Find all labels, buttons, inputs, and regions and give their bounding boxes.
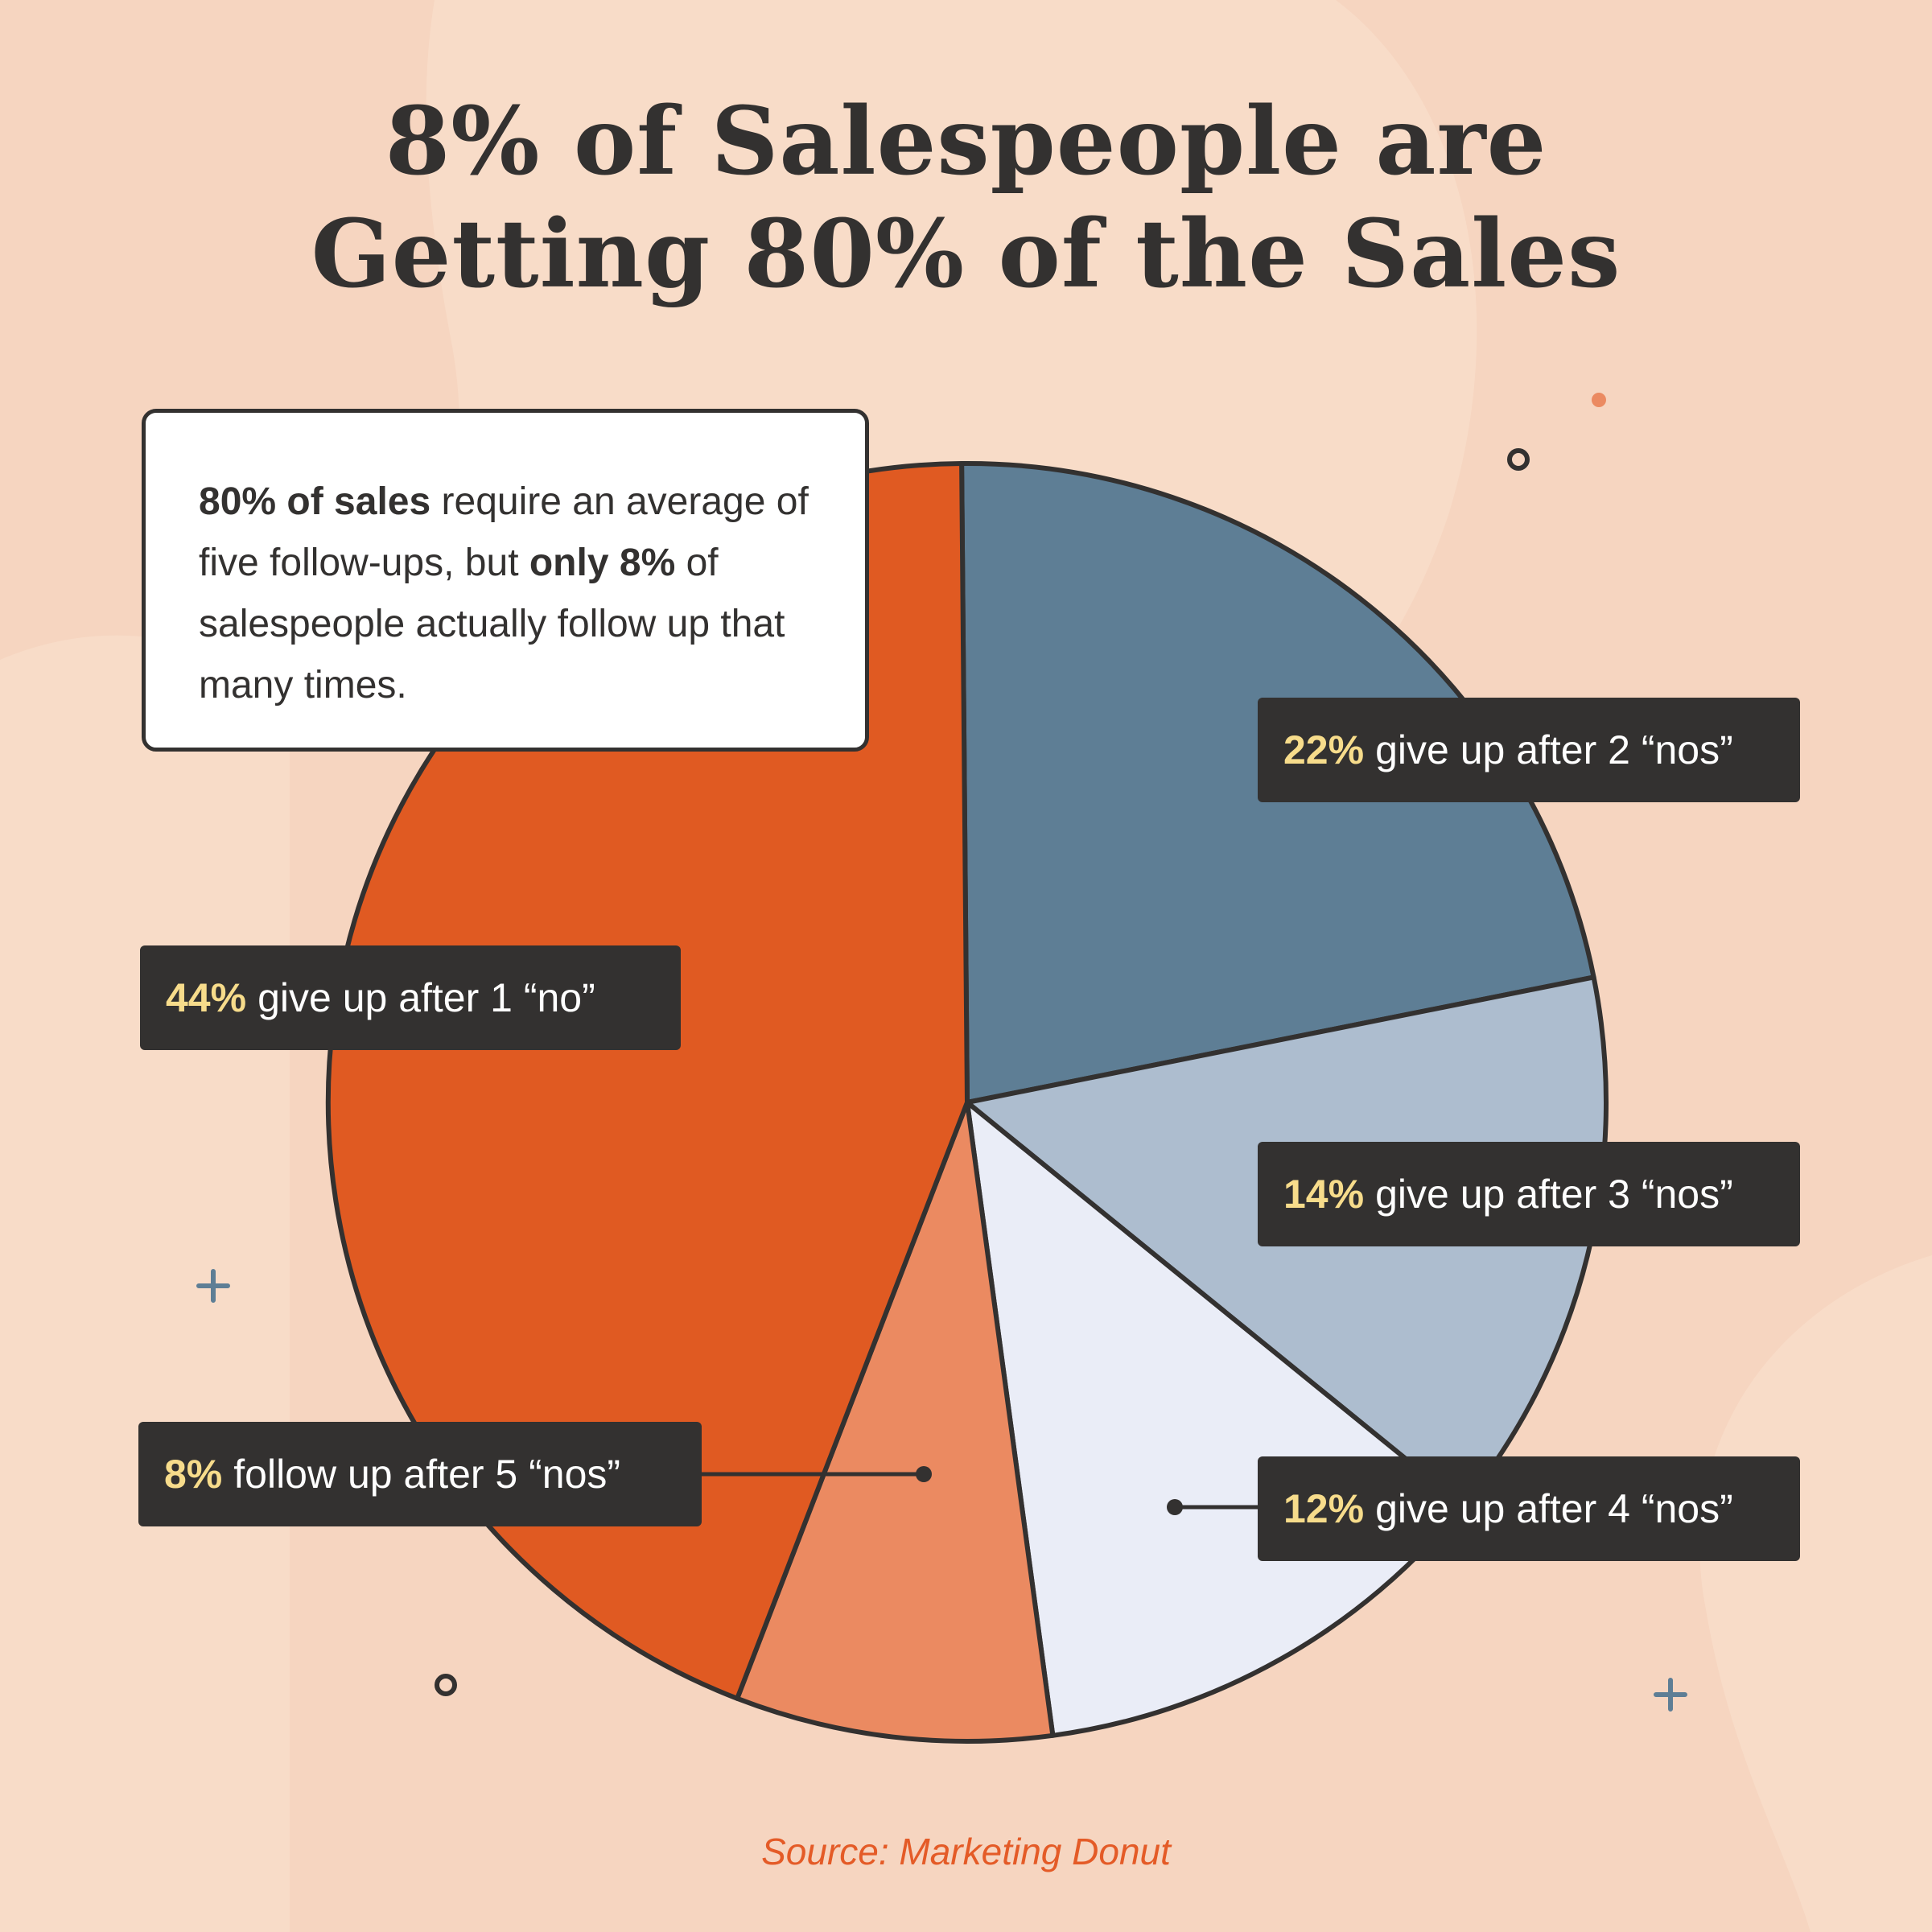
slice-label-text: give up after 1 “no”	[257, 975, 595, 1020]
decor-ring-top	[1507, 448, 1530, 471]
slice-label-12: 12% give up after 4 “nos”	[1258, 1456, 1800, 1561]
title-line-2: Getting 80% of the Sales	[311, 200, 1621, 309]
slice-label-pct: 8%	[164, 1452, 223, 1497]
decor-plus-left	[196, 1269, 230, 1303]
slice-label-pct: 44%	[166, 975, 247, 1020]
note-bold-2: only 8%	[529, 542, 676, 584]
background-blob-right	[1699, 1255, 1932, 1932]
slice-label-text: give up after 2 “nos”	[1375, 727, 1733, 772]
pie-slice-8	[735, 1100, 1056, 1744]
note-text-1: require an average of five follow-ups, b…	[199, 480, 809, 584]
slice-label-44: 44% give up after 1 “no”	[140, 945, 681, 1050]
slice-label-22: 22% give up after 2 “nos”	[1258, 698, 1800, 802]
leader-dot-12	[1167, 1499, 1183, 1515]
slice-label-text: give up after 4 “nos”	[1375, 1486, 1733, 1531]
slice-label-14: 14% give up after 3 “nos”	[1258, 1142, 1800, 1246]
note-text-2: of salespeople actually follow up that m…	[199, 542, 785, 706]
slice-label-pct: 12%	[1283, 1486, 1365, 1531]
note-bold-1: 80% of sales	[199, 480, 431, 523]
decor-dot-orange	[1592, 393, 1606, 407]
slice-label-8: 8% follow up after 5 “nos”	[138, 1422, 702, 1526]
slice-label-pct: 22%	[1283, 727, 1365, 772]
insight-note: 80% of sales require an average of five …	[142, 409, 869, 752]
decor-plus-right	[1654, 1678, 1687, 1712]
source-credit: Source: Marketing Donut	[761, 1831, 1171, 1872]
leader-lines	[700, 1466, 1258, 1515]
slice-label-text: give up after 3 “nos”	[1375, 1172, 1733, 1217]
title-line-1: 8% of Salespeople are	[385, 87, 1547, 196]
leader-dot-8	[916, 1466, 932, 1482]
decor-ring-bottom	[435, 1674, 457, 1696]
slice-label-pct: 14%	[1283, 1172, 1365, 1217]
slice-label-text: follow up after 5 “nos”	[233, 1452, 621, 1497]
